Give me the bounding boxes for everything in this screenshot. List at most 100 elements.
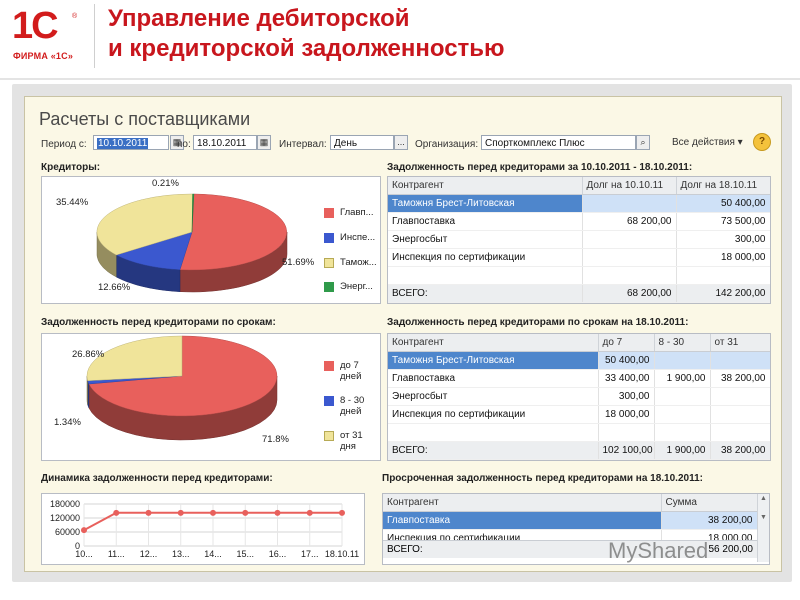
table-cell bbox=[654, 405, 711, 424]
column-header[interactable]: Контрагент bbox=[388, 334, 599, 352]
table-cell: ВСЕГО: bbox=[388, 441, 599, 460]
table-spacer bbox=[388, 423, 770, 442]
legend-label: 8 - 30 дней bbox=[340, 395, 365, 417]
table-header: Контрагент Долг на 10.10.11 Долг на 18.1… bbox=[388, 177, 770, 195]
period-to-field[interactable]: 18.10.2011 bbox=[193, 135, 257, 150]
dynamics-title: Динамика задолженности перед кредиторами… bbox=[41, 473, 273, 484]
table-cell: 38 200,00 bbox=[710, 369, 770, 388]
column-header[interactable]: Контрагент bbox=[383, 494, 662, 512]
table-cell: 50 400,00 bbox=[676, 194, 770, 213]
pie-slice bbox=[115, 231, 193, 270]
suppliers-settlement-window: Расчеты с поставщиками Период с: 10.10.2… bbox=[24, 96, 782, 572]
terms-table: Контрагент до 7 8 - 30 от 31 Таможня Бре… bbox=[388, 334, 770, 460]
data-point bbox=[145, 509, 152, 516]
overdue-table-title: Просроченная задолженность перед кредито… bbox=[382, 473, 703, 484]
debt-table-panel: Контрагент Долг на 10.10.11 Долг на 18.1… bbox=[387, 176, 771, 304]
table-row[interactable]: Инспекция по сертификации 18 000,00 bbox=[388, 248, 770, 267]
table-header: Контрагент до 7 8 - 30 от 31 bbox=[388, 334, 770, 352]
table-cell bbox=[710, 405, 770, 424]
table-cell: 33 400,00 bbox=[598, 369, 655, 388]
legend-swatch bbox=[324, 208, 334, 218]
slide-title: Управление дебиторской и кредиторской за… bbox=[108, 5, 505, 62]
legend-label: до 7 дней bbox=[340, 360, 362, 382]
table-row[interactable]: Главпоставка 38 200,00 bbox=[383, 511, 758, 530]
legend-label: от 31 дня bbox=[340, 430, 363, 452]
debt-table: Контрагент Долг на 10.10.11 Долг на 18.1… bbox=[388, 177, 770, 303]
organization-search-button[interactable]: ⌕ bbox=[636, 135, 650, 150]
x-tick-label: 15... bbox=[236, 549, 254, 559]
table-total-row: ВСЕГО: 68 200,00 142 200,00 bbox=[388, 284, 770, 303]
column-header[interactable]: до 7 bbox=[598, 334, 655, 352]
vertical-scrollbar[interactable]: ▲ ▼ bbox=[757, 494, 769, 562]
all-actions-menu[interactable]: Все действия ▾ bbox=[672, 137, 743, 148]
creditors-chart-panel: 0.21% 35.44% 51.69% 12.66% Главп... Инсп… bbox=[41, 176, 381, 304]
table-spacer bbox=[388, 266, 770, 285]
x-tick-label: 10... bbox=[75, 549, 93, 559]
column-header[interactable]: от 31 bbox=[710, 334, 770, 352]
y-tick-label: 120000 bbox=[50, 513, 80, 523]
column-header[interactable]: Сумма bbox=[661, 494, 758, 512]
terms-chart-title: Задолженность перед кредиторами по срока… bbox=[41, 317, 276, 328]
interval-select-button[interactable]: ... bbox=[394, 135, 408, 150]
x-tick-label: 17... bbox=[301, 549, 319, 559]
scroll-up-icon[interactable]: ▲ bbox=[760, 495, 767, 502]
terms-pie-chart bbox=[86, 335, 278, 441]
data-point bbox=[177, 509, 184, 516]
table-cell bbox=[654, 387, 711, 406]
table-row[interactable]: Энергосбыт 300,00 bbox=[388, 387, 770, 406]
legend-swatch bbox=[324, 258, 334, 268]
table-header: Контрагент Сумма bbox=[383, 494, 758, 512]
table-cell: Таможня Брест-Литовская bbox=[388, 194, 583, 213]
table-cell: 18 000,00 bbox=[676, 248, 770, 267]
column-header[interactable]: 8 - 30 bbox=[654, 334, 711, 352]
legend-label: Тамож... bbox=[340, 257, 377, 268]
table-cell: 18 000,00 bbox=[598, 405, 655, 424]
table-cell: 1 900,00 bbox=[654, 441, 711, 460]
pie-label: 35.44% bbox=[56, 197, 89, 208]
help-button[interactable]: ? bbox=[753, 133, 771, 151]
calendar-icon: ▦ bbox=[172, 137, 182, 147]
legend-swatch bbox=[324, 361, 334, 371]
terms-chart-panel: 26.86% 1.34% 71.8% до 7 дней 8 - 30 дней… bbox=[41, 333, 381, 461]
window-title: Расчеты с поставщиками bbox=[39, 109, 251, 129]
table-cell: Инспекция по сертификации bbox=[388, 405, 599, 424]
table-cell: Инспекция по сертификации bbox=[388, 248, 583, 267]
table-row[interactable]: Главпоставка 68 200,00 73 500,00 bbox=[388, 212, 770, 231]
column-header[interactable]: Контрагент bbox=[388, 177, 583, 195]
table-row[interactable]: Энергосбыт 300,00 bbox=[388, 230, 770, 249]
legend-label: Главп... bbox=[340, 207, 374, 218]
table-cell: 38 200,00 bbox=[710, 441, 770, 460]
table-cell: ВСЕГО: bbox=[388, 284, 583, 303]
table-cell bbox=[582, 230, 677, 249]
interval-field[interactable]: День bbox=[330, 135, 394, 150]
calendar-from-button[interactable]: ▦ bbox=[170, 135, 184, 150]
pie-label: 26.86% bbox=[72, 349, 105, 360]
calendar-to-button[interactable]: ▦ bbox=[257, 135, 271, 150]
column-header[interactable]: Долг на 18.10.11 bbox=[676, 177, 770, 195]
table-cell: 300,00 bbox=[598, 387, 655, 406]
legend-swatch bbox=[324, 431, 334, 441]
table-cell: 1 900,00 bbox=[654, 369, 711, 388]
x-tick-label: 13... bbox=[172, 549, 190, 559]
organization-field[interactable]: Спорткомплекс Плюс bbox=[481, 135, 636, 150]
dynamics-line-chart: 180000 120000 60000 010... 11... 12... 13... 14… bbox=[50, 499, 359, 559]
table-cell: Главпоставка bbox=[388, 369, 599, 388]
table-row[interactable]: Главпоставка 33 400,00 1 900,00 38 200,0… bbox=[388, 369, 770, 388]
x-tick-label: 16... bbox=[269, 549, 287, 559]
column-header[interactable]: Долг на 10.10.11 bbox=[582, 177, 677, 195]
table-cell: 300,00 bbox=[676, 230, 770, 249]
pie-slice bbox=[86, 335, 183, 381]
legend-swatch bbox=[324, 233, 334, 243]
logo-registered: ® bbox=[72, 13, 78, 20]
table-row[interactable]: Таможня Брест-Литовская 50 400,00 bbox=[388, 194, 770, 213]
data-point bbox=[210, 509, 216, 516]
pie-label: 51.69% bbox=[282, 257, 315, 268]
dynamics-chart-panel: 180000 120000 60000 0 10... 11... 12... 13... 14… bbox=[41, 493, 365, 565]
period-from-field[interactable]: 10.10.2011 bbox=[93, 135, 169, 150]
scroll-down-icon[interactable]: ▼ bbox=[760, 514, 767, 521]
table-row[interactable]: Таможня Брест-Литовская 50 400,00 bbox=[388, 351, 770, 370]
table-row[interactable]: Инспекция по сертификации 18 000,00 bbox=[388, 405, 770, 424]
table-total-row: ВСЕГО: 56 200,00 bbox=[383, 540, 757, 558]
pie-slice bbox=[179, 193, 287, 271]
table-cell: 50 400,00 bbox=[598, 351, 655, 370]
